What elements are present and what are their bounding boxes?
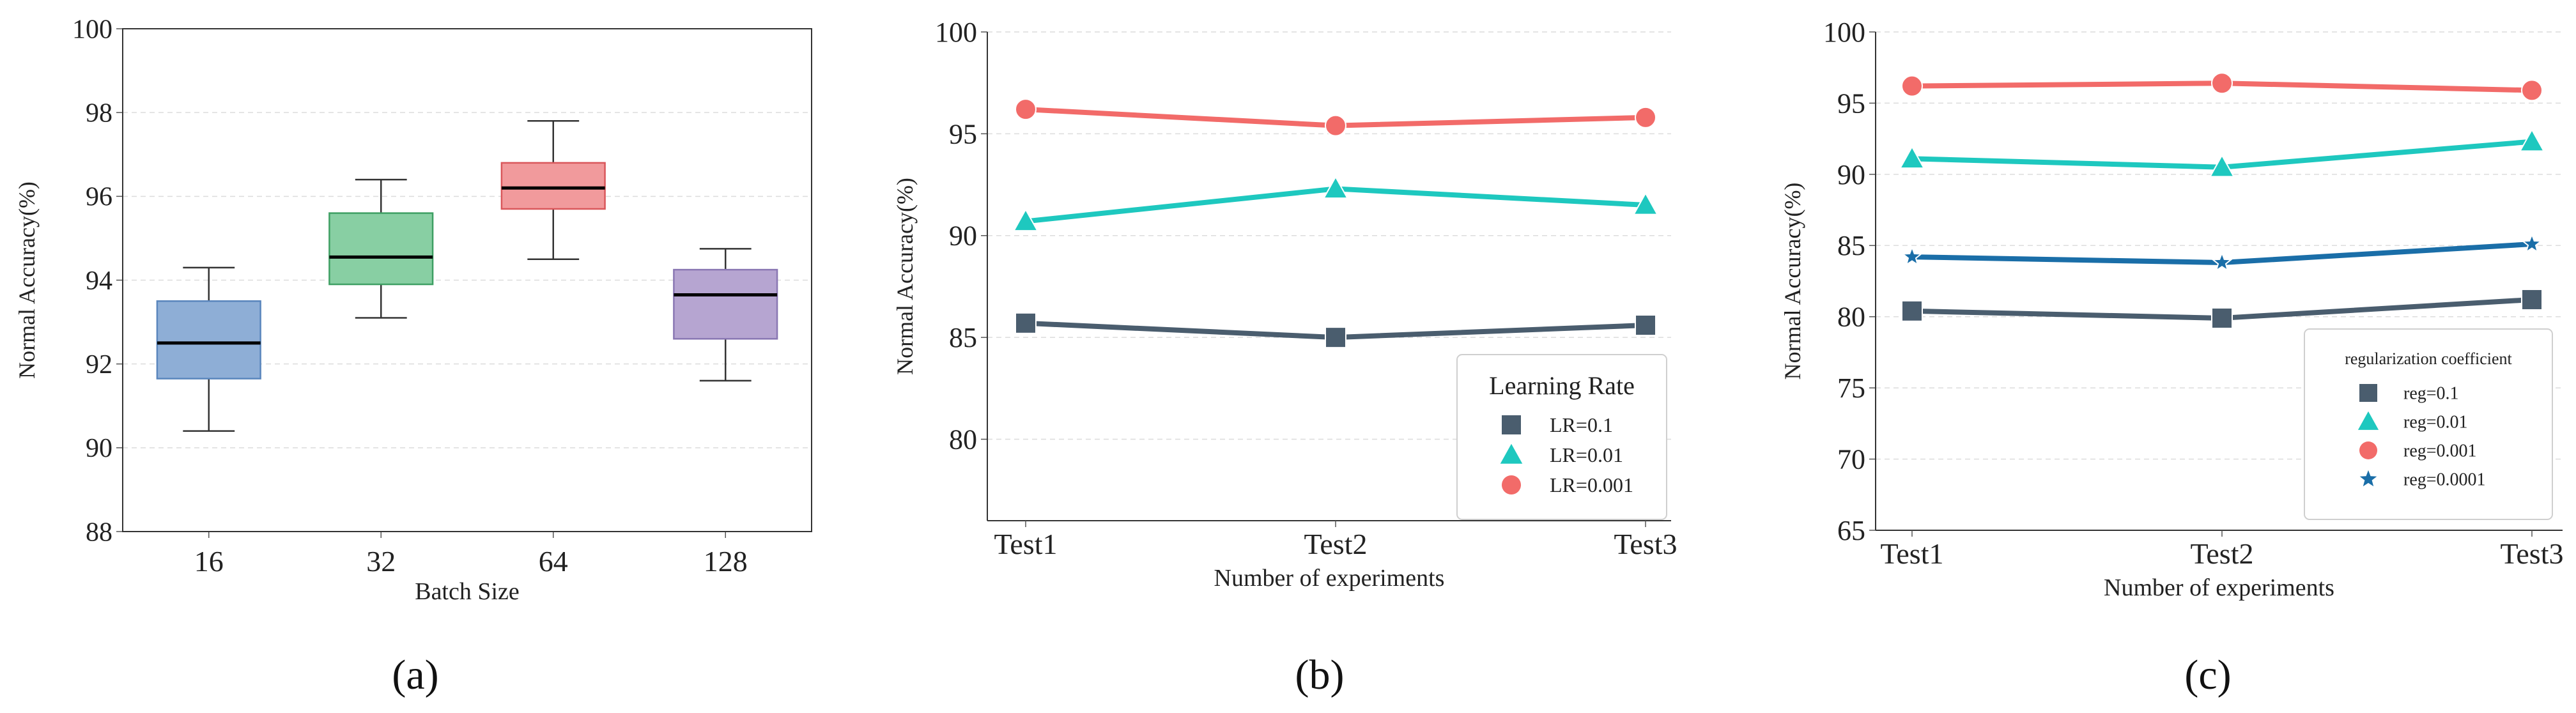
- chart-c: 65 70 75 80 85 90 95 100 Test1 Test2 Test3 Number o…: [1780, 17, 2564, 698]
- x-tick-label: Test2: [1304, 528, 1368, 560]
- data-point: [1322, 175, 1349, 199]
- legend-marker: [2359, 384, 2377, 402]
- legend-marker: [2357, 411, 2379, 430]
- legend-label: reg=0.001: [2403, 441, 2477, 461]
- y-tick-label: 65: [1837, 515, 1865, 546]
- data-point: [2211, 72, 2233, 95]
- y-tick-label: 80: [949, 424, 977, 455]
- y-axis-label: Normal Accuracy(%): [892, 178, 918, 375]
- data-point: [2210, 251, 2233, 272]
- legend-label: LR=0.001: [1550, 473, 1633, 496]
- y-tick-label: 90: [1837, 159, 1865, 190]
- data-point: [1015, 312, 1037, 334]
- y-axis-label: Normal Accuracy(%): [14, 181, 40, 379]
- series-reg=0.1: [1901, 288, 2543, 329]
- data-point: [2521, 79, 2543, 102]
- y-tick-label: 100: [72, 15, 112, 44]
- y-tick-label: 70: [1837, 444, 1865, 475]
- chart-b: 80 85 90 95 100 Test1 Test2 Test3 Number of expe…: [892, 17, 1677, 698]
- legend-title: Learning Rate: [1489, 371, 1635, 400]
- data-point: [1325, 326, 1346, 349]
- data-point: [2521, 288, 2543, 310]
- box-body: [328, 212, 434, 286]
- legend: Learning Rate LR=0.1 LR=0.01 LR=0.001: [1456, 354, 1667, 520]
- data-point: [1632, 192, 1659, 215]
- data-point: [1635, 314, 1656, 336]
- y-tick-label: 96: [86, 183, 112, 212]
- legend-marker: [1502, 415, 1521, 434]
- y-tick-label: 100: [1823, 17, 1865, 48]
- legend-label: LR=0.1: [1550, 413, 1613, 436]
- y-tick-label: 85: [1837, 230, 1865, 261]
- y-axis-label: Normal Accuracy(%): [1780, 183, 1805, 380]
- data-point: [2209, 154, 2235, 178]
- panel-label: (b): [1295, 652, 1345, 698]
- data-point: [2520, 233, 2543, 254]
- x-tick-label: 64: [539, 545, 568, 578]
- y-tick-label: 100: [935, 17, 977, 48]
- data-point: [2518, 128, 2545, 152]
- series-reg=0.0001: [1901, 233, 2543, 272]
- y-tick-label: 98: [86, 98, 112, 128]
- box-32: [328, 178, 434, 319]
- y-tick-label: 92: [86, 350, 112, 379]
- series-reg=0.01: [1899, 128, 2545, 178]
- y-tick-label: 90: [949, 220, 977, 252]
- legend-marker: [1502, 475, 1521, 494]
- y-tick-label: 85: [949, 322, 977, 353]
- panel-label: (a): [392, 652, 438, 698]
- data-point: [1015, 98, 1037, 121]
- legend: regularization coefficient reg=0.1 reg=0.0…: [2304, 328, 2553, 520]
- box-body: [673, 268, 778, 340]
- data-point: [2211, 307, 2233, 329]
- x-tick-label: 32: [366, 545, 396, 578]
- box-64: [500, 120, 606, 260]
- data-point: [1901, 245, 1924, 266]
- legend-title: regularization coefficient: [2345, 349, 2512, 368]
- x-axis-label: Number of experiments: [2104, 574, 2334, 601]
- box-body: [156, 300, 261, 379]
- data-point: [1899, 145, 1925, 169]
- box-128: [673, 248, 778, 382]
- legend-box: [2304, 328, 2553, 520]
- legend-marker: [2359, 470, 2377, 487]
- legend-marker: [2359, 441, 2377, 459]
- y-tick-label: 75: [1837, 372, 1865, 404]
- y-tick-label: 80: [1837, 302, 1865, 333]
- x-axis-label: Number of experiments: [1214, 565, 1445, 592]
- x-tick-label: 16: [194, 545, 224, 578]
- series-LR=0.01: [1012, 175, 1659, 232]
- x-tick-label: Test1: [1881, 537, 1944, 570]
- data-point: [1901, 300, 1923, 322]
- legend-label: reg=0.01: [2403, 413, 2468, 433]
- plot-frame: [122, 28, 812, 532]
- y-tick-label: 90: [86, 434, 112, 463]
- x-tick-label: 128: [704, 545, 748, 578]
- series-reg=0.001: [1901, 72, 2543, 102]
- legend-marker: [1500, 443, 1523, 464]
- legend-label: LR=0.01: [1550, 443, 1623, 466]
- x-axis-label: Batch Size: [415, 578, 520, 605]
- x-tick-label: Test3: [2501, 537, 2564, 570]
- data-point: [1635, 106, 1656, 128]
- data-point: [1901, 75, 1923, 97]
- panel-label: (c): [2184, 652, 2231, 698]
- data-point: [1325, 114, 1346, 137]
- y-tick-label: 95: [949, 118, 977, 150]
- series-LR=0.001: [1015, 98, 1656, 137]
- y-tick-label: 94: [86, 266, 112, 296]
- legend-label: reg=0.0001: [2403, 470, 2486, 490]
- y-tick-label: 95: [1837, 88, 1865, 119]
- legend-label: reg=0.1: [2403, 384, 2459, 404]
- series-LR=0.1: [1015, 312, 1656, 349]
- box-body: [500, 162, 606, 210]
- box-16: [156, 266, 261, 432]
- y-tick-label: 88: [86, 518, 112, 547]
- x-tick-label: Test2: [2191, 537, 2254, 570]
- chart-a: 88 90 92 94 96 98 100 16 32 64 128 Batch Size Normal…: [14, 15, 812, 698]
- x-tick-label: Test1: [994, 528, 1058, 560]
- x-tick-label: Test3: [1614, 528, 1677, 560]
- data-point: [1012, 208, 1039, 232]
